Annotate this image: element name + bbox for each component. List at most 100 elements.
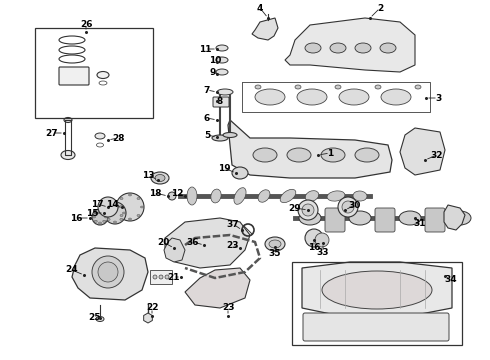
Ellipse shape	[355, 43, 371, 53]
Ellipse shape	[287, 148, 311, 162]
Ellipse shape	[265, 237, 285, 251]
Text: 13: 13	[142, 171, 154, 180]
Text: 16: 16	[70, 213, 82, 222]
Ellipse shape	[335, 85, 341, 89]
Ellipse shape	[380, 43, 396, 53]
Text: 29: 29	[289, 203, 301, 212]
Ellipse shape	[399, 211, 421, 225]
Ellipse shape	[297, 89, 327, 105]
Ellipse shape	[155, 175, 165, 181]
Circle shape	[116, 193, 144, 221]
Ellipse shape	[94, 220, 97, 222]
Text: 2: 2	[377, 4, 383, 13]
FancyBboxPatch shape	[325, 208, 345, 232]
Ellipse shape	[449, 211, 471, 225]
Ellipse shape	[355, 148, 379, 162]
Text: 15: 15	[86, 208, 98, 217]
Text: 24: 24	[66, 266, 78, 274]
Text: 27: 27	[46, 129, 58, 138]
Text: 8: 8	[217, 96, 223, 105]
Ellipse shape	[104, 216, 107, 218]
Ellipse shape	[120, 215, 123, 216]
Ellipse shape	[217, 89, 233, 95]
Circle shape	[92, 256, 124, 288]
Text: 1: 1	[327, 149, 333, 158]
Circle shape	[298, 200, 318, 220]
Ellipse shape	[141, 206, 144, 208]
Text: 18: 18	[149, 189, 161, 198]
Ellipse shape	[305, 191, 318, 201]
Ellipse shape	[120, 206, 123, 208]
Polygon shape	[444, 205, 465, 230]
Text: 28: 28	[112, 134, 124, 143]
Ellipse shape	[117, 206, 120, 208]
Ellipse shape	[114, 221, 117, 223]
Text: 19: 19	[218, 163, 230, 172]
Text: 22: 22	[146, 303, 158, 312]
Ellipse shape	[212, 135, 228, 141]
Ellipse shape	[96, 316, 104, 321]
Ellipse shape	[104, 212, 107, 214]
Ellipse shape	[299, 211, 321, 225]
Ellipse shape	[98, 210, 101, 212]
Polygon shape	[302, 262, 452, 318]
Ellipse shape	[128, 218, 131, 220]
Ellipse shape	[321, 148, 345, 162]
Ellipse shape	[216, 57, 228, 63]
Ellipse shape	[98, 222, 101, 224]
Ellipse shape	[187, 187, 197, 205]
Circle shape	[338, 197, 358, 217]
Text: 4: 4	[257, 4, 263, 13]
Ellipse shape	[330, 43, 346, 53]
Ellipse shape	[223, 132, 237, 138]
Ellipse shape	[107, 206, 110, 208]
Polygon shape	[165, 218, 250, 268]
Text: 17: 17	[91, 199, 103, 208]
Text: 34: 34	[445, 275, 457, 284]
Polygon shape	[285, 18, 415, 72]
Ellipse shape	[128, 194, 131, 196]
Ellipse shape	[122, 212, 125, 214]
Text: 32: 32	[431, 150, 443, 159]
Ellipse shape	[280, 189, 296, 203]
Ellipse shape	[211, 189, 221, 203]
Ellipse shape	[137, 198, 140, 199]
Polygon shape	[228, 120, 392, 178]
Text: 33: 33	[317, 248, 329, 257]
Circle shape	[98, 262, 118, 282]
Ellipse shape	[120, 219, 123, 220]
Circle shape	[98, 197, 118, 217]
Ellipse shape	[103, 212, 106, 214]
Ellipse shape	[305, 43, 321, 53]
Circle shape	[315, 233, 329, 247]
Polygon shape	[72, 248, 148, 300]
Text: 21: 21	[167, 273, 179, 282]
Ellipse shape	[165, 275, 169, 279]
FancyBboxPatch shape	[425, 208, 445, 232]
Bar	[292, 262, 462, 345]
Text: 36: 36	[187, 238, 199, 247]
Ellipse shape	[255, 89, 285, 105]
Circle shape	[342, 201, 354, 213]
Text: 26: 26	[80, 19, 92, 28]
Circle shape	[302, 204, 314, 216]
Ellipse shape	[353, 191, 367, 201]
Ellipse shape	[415, 85, 421, 89]
Ellipse shape	[327, 191, 345, 201]
Ellipse shape	[322, 271, 432, 309]
Text: 25: 25	[88, 314, 100, 323]
Ellipse shape	[151, 172, 169, 184]
Ellipse shape	[258, 190, 270, 202]
Ellipse shape	[168, 192, 176, 200]
Ellipse shape	[153, 275, 157, 279]
FancyBboxPatch shape	[375, 208, 395, 232]
Ellipse shape	[97, 72, 109, 78]
Circle shape	[305, 229, 323, 247]
Ellipse shape	[93, 216, 96, 218]
FancyBboxPatch shape	[59, 67, 89, 85]
Ellipse shape	[234, 188, 246, 204]
Ellipse shape	[159, 275, 163, 279]
Polygon shape	[185, 268, 250, 308]
Bar	[35, 28, 153, 118]
Text: 23: 23	[222, 303, 234, 312]
